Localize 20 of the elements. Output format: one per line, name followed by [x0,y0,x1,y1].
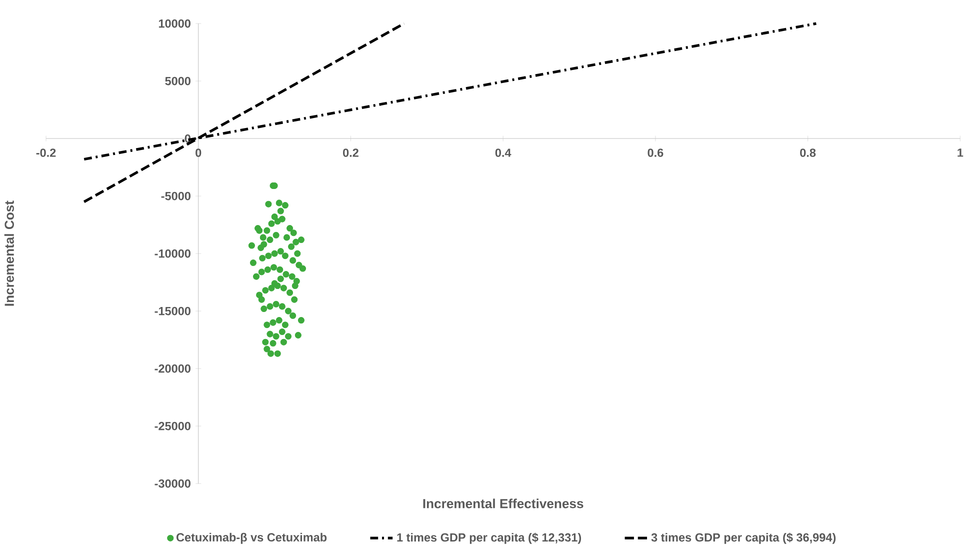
legend-label: 1 times GDP per capita ($ 12,331) [397,532,582,544]
y-tick-label: 10000 [158,20,190,28]
x-tick-label: 0.2 [343,148,358,158]
y-axis-title: Incremental Cost [4,200,14,306]
x-axis-title: Incremental Effectiveness [423,498,584,508]
y-tick-label: -20000 [154,364,190,373]
y-tick-label: -10000 [154,250,190,258]
x-tick-label: 0.8 [800,148,816,158]
legend-label: Cetuximab-β vs Cetuximab [176,533,327,544]
x-tick-label: 0.4 [495,148,512,158]
legend-label: 3 times GDP per capita ($ 36,994) [651,532,836,544]
y-tick-label: -30000 [154,480,190,488]
y-tick-label: 5000 [165,77,190,86]
x-tick-label: -0.2 [36,148,56,158]
y-tick-label: -25000 [154,422,190,430]
x-tick-label: 0 [196,148,202,158]
y-tick-label: -5000 [161,192,190,200]
x-tick-label: 0.6 [648,148,664,158]
y-tick-label: -15000 [154,307,190,316]
x-tick-label: 1 [958,148,964,157]
